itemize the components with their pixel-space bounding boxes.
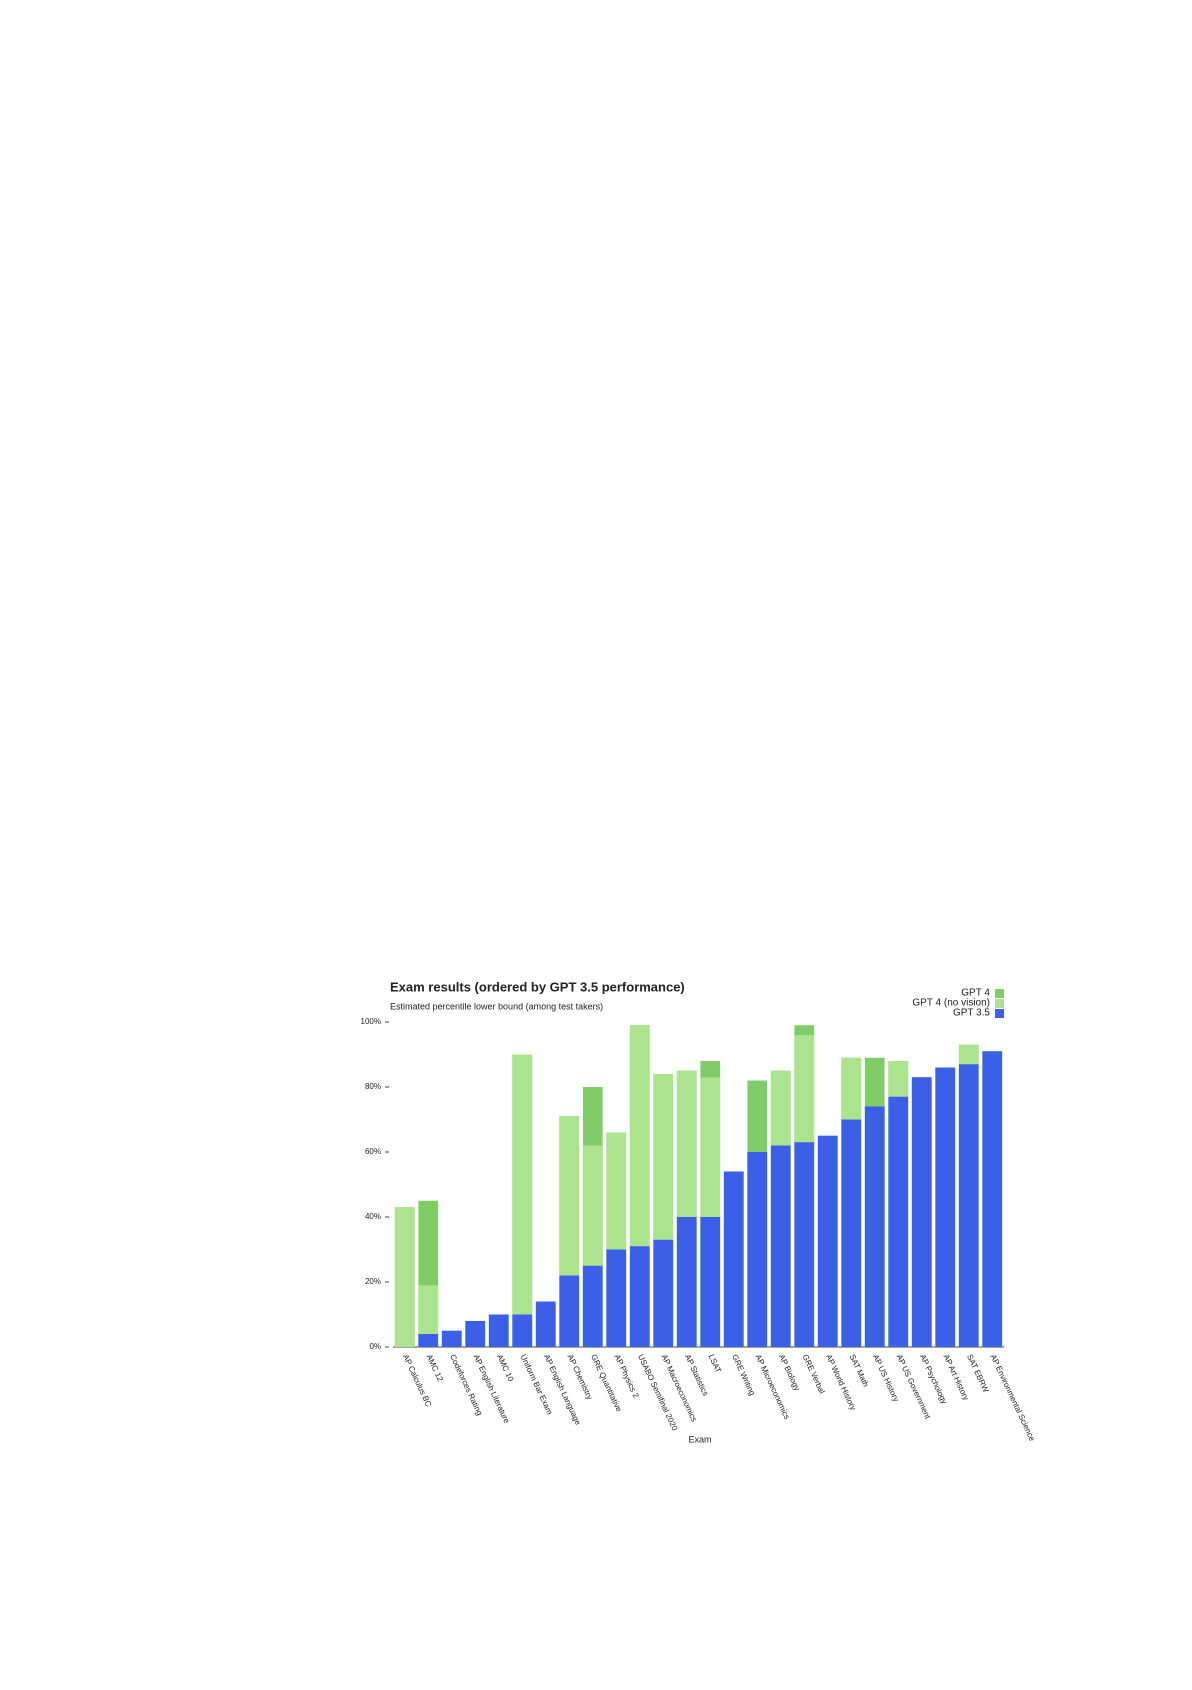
- x-tick-label: SAT Math: [848, 1353, 871, 1388]
- y-tick-label: 40%: [365, 1212, 381, 1221]
- x-tick-label: AMC 12: [425, 1353, 446, 1383]
- bar: [465, 1321, 486, 1347]
- bar: [747, 1152, 768, 1347]
- bar: [888, 1096, 909, 1347]
- legend-swatch: [995, 989, 1004, 998]
- bar: [817, 1135, 838, 1347]
- x-tick-label: AP Environmental Science: [989, 1353, 1037, 1443]
- bar: [982, 1051, 1003, 1347]
- y-tick-label: 60%: [365, 1147, 381, 1156]
- bar: [418, 1334, 439, 1347]
- y-tick-label: 20%: [365, 1277, 381, 1286]
- x-tick-label: GRE Writing: [730, 1353, 757, 1397]
- x-tick-label: AP Biology: [777, 1353, 802, 1392]
- bar: [911, 1077, 932, 1347]
- bar: [700, 1217, 721, 1347]
- y-tick-label: 100%: [361, 1017, 381, 1026]
- bar: [512, 1054, 533, 1347]
- bar: [418, 1285, 439, 1347]
- chart-title: Exam results (ordered by GPT 3.5 perform…: [390, 979, 685, 994]
- x-tick-label: SAT EBRW: [965, 1353, 991, 1394]
- legend-label: GPT 4 (no vision): [912, 998, 990, 1009]
- bar: [512, 1314, 533, 1347]
- bar: [958, 1064, 979, 1347]
- bar: [676, 1217, 697, 1347]
- bar: [935, 1067, 956, 1347]
- bar: [794, 1142, 815, 1347]
- bar: [535, 1301, 556, 1347]
- bar: [606, 1249, 627, 1347]
- x-tick-label: AMC 10: [495, 1353, 516, 1383]
- bar: [394, 1207, 415, 1347]
- bar: [559, 1275, 580, 1347]
- bar: [653, 1239, 674, 1347]
- legend-swatch: [995, 1009, 1004, 1018]
- bar: [864, 1106, 885, 1347]
- bar: [770, 1145, 791, 1347]
- x-tick-label: LSAT: [707, 1353, 723, 1375]
- y-tick-label: 80%: [365, 1082, 381, 1091]
- x-axis-label: Exam: [688, 1434, 711, 1444]
- chart-subtitle: Estimated percentile lower bound (among …: [390, 1001, 603, 1011]
- bar: [582, 1265, 603, 1347]
- bar: [723, 1171, 744, 1347]
- legend-swatch: [995, 999, 1004, 1008]
- bar: [629, 1246, 650, 1347]
- bar: [441, 1330, 462, 1347]
- x-tick-label: AP Statistics: [683, 1353, 710, 1397]
- x-tick-label: GRE Verbal: [801, 1353, 827, 1395]
- bar: [841, 1119, 862, 1347]
- y-tick-label: 0%: [369, 1342, 381, 1351]
- legend-label: GPT 4: [961, 988, 990, 999]
- bar: [488, 1314, 509, 1347]
- legend-label: GPT 3.5: [953, 1008, 990, 1019]
